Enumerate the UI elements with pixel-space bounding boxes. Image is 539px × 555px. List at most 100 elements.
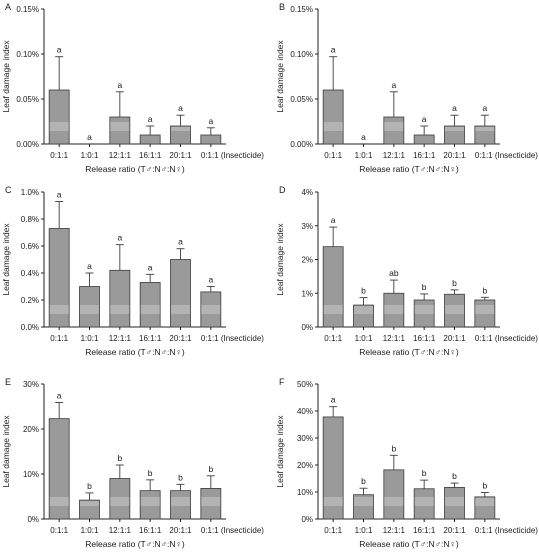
- bar: [109, 269, 131, 328]
- significance-letter: b: [87, 481, 92, 491]
- significance-letter: b: [117, 453, 122, 463]
- significance-letter: a: [57, 390, 62, 400]
- significance-letter: b: [422, 282, 427, 292]
- bar-band: [475, 127, 495, 131]
- x-tick-label: 20:1:1: [443, 151, 466, 160]
- y-axis-label: Leaf damage index: [1, 223, 11, 296]
- significance-letter: a: [361, 132, 366, 142]
- x-tick-label: 12:1:1: [383, 151, 406, 160]
- bar-band: [110, 305, 130, 314]
- panel-letter: B: [279, 2, 285, 12]
- significance-letter: b: [148, 468, 153, 478]
- x-tick-label: 16:1:1: [139, 526, 162, 535]
- significance-letter: b: [391, 443, 396, 453]
- bar-band: [201, 497, 221, 506]
- y-tick-label: 0.6%: [21, 242, 39, 251]
- x-tick-label: 1:0:1: [355, 526, 373, 535]
- x-tick-label: 0:1:1 (Insecticide): [201, 526, 264, 535]
- x-tick-label: 12:1:1: [109, 526, 132, 535]
- y-tick-label: 30%: [297, 434, 313, 443]
- panel-letter: F: [279, 377, 285, 387]
- significance-letter: a: [452, 103, 457, 113]
- x-tick-label: 0:1:1: [324, 151, 342, 160]
- x-tick-label: 16:1:1: [413, 151, 436, 160]
- significance-letter: b: [208, 464, 213, 474]
- bar-band: [445, 305, 464, 314]
- significance-letter: a: [331, 395, 336, 405]
- x-tick-label: 12:1:1: [383, 526, 406, 535]
- x-axis-label: Release ratio (T♂:N♂:N♀): [85, 164, 185, 174]
- x-tick-label: 20:1:1: [443, 334, 466, 343]
- bar-band: [354, 306, 373, 314]
- x-tick-label: 0:1:1: [50, 526, 68, 535]
- bar-band: [49, 497, 69, 506]
- y-axis-label: Leaf damage index: [275, 415, 285, 488]
- x-axis-label: Release ratio (T♂:N♂:N♀): [359, 347, 459, 357]
- bar-band: [49, 122, 69, 131]
- y-tick-label: 1.0%: [21, 188, 39, 197]
- panel-letter: C: [5, 185, 12, 195]
- bar: [139, 134, 161, 145]
- bar: [48, 89, 70, 145]
- y-tick-label: 0%: [301, 515, 313, 524]
- bar-band: [323, 305, 343, 314]
- x-axis-label: Release ratio (T♂:N♂:N♀): [85, 347, 185, 357]
- bar-band: [80, 305, 99, 314]
- x-tick-label: 12:1:1: [109, 151, 132, 160]
- x-tick-label: 0:1:1: [50, 151, 68, 160]
- y-tick-label: 0%: [27, 515, 39, 524]
- bar-band: [49, 305, 69, 314]
- x-tick-label: 1:0:1: [355, 334, 373, 343]
- bar-band: [140, 305, 160, 314]
- x-axis-label: Release ratio (T♂:N♂:N♀): [359, 539, 459, 549]
- significance-letter: b: [482, 481, 487, 491]
- x-tick-label: 16:1:1: [139, 151, 162, 160]
- significance-letter: a: [117, 233, 122, 243]
- x-tick-label: 20:1:1: [169, 334, 192, 343]
- x-tick-label: 20:1:1: [169, 151, 192, 160]
- bar: [383, 469, 405, 520]
- y-tick-label: 30%: [23, 380, 39, 389]
- significance-letter: b: [422, 468, 427, 478]
- y-tick-label: 0.10%: [290, 50, 313, 59]
- bar-band: [323, 497, 343, 506]
- y-axis-label: Leaf damage index: [1, 415, 11, 488]
- x-tick-label: 0:1:1 (Insecticide): [201, 151, 264, 160]
- bar-band: [171, 497, 190, 506]
- bar-band: [475, 497, 495, 506]
- bar: [200, 134, 222, 145]
- panel-letter: D: [279, 185, 286, 195]
- bar-band: [171, 127, 190, 131]
- y-tick-label: 3%: [301, 222, 313, 231]
- x-tick-label: 20:1:1: [169, 526, 192, 535]
- y-tick-label: 0.4%: [21, 269, 39, 278]
- significance-letter: b: [361, 286, 366, 296]
- significance-letter: a: [57, 189, 62, 199]
- bar-band: [354, 497, 373, 506]
- y-tick-label: 0.2%: [21, 296, 39, 305]
- significance-letter: a: [422, 114, 427, 124]
- bar: [413, 134, 435, 145]
- significance-letter: b: [361, 476, 366, 486]
- significance-letter: a: [87, 261, 92, 271]
- y-tick-label: 0.15%: [290, 5, 313, 14]
- significance-letter: a: [331, 215, 336, 225]
- y-tick-label: 40%: [297, 407, 313, 416]
- y-tick-label: 0.8%: [21, 215, 39, 224]
- bar: [322, 246, 344, 328]
- x-tick-label: 16:1:1: [413, 334, 436, 343]
- bar-band: [384, 122, 404, 131]
- y-tick-label: 0.05%: [16, 95, 39, 104]
- significance-letter: a: [87, 132, 92, 142]
- bar-band: [140, 497, 160, 506]
- x-tick-label: 1:0:1: [81, 151, 99, 160]
- y-axis-label: Leaf damage index: [275, 40, 285, 113]
- x-tick-label: 0:1:1: [50, 334, 68, 343]
- x-axis-label: Release ratio (T♂:N♂:N♀): [85, 539, 185, 549]
- x-axis-label: Release ratio (T♂:N♂:N♀): [359, 164, 459, 174]
- x-tick-label: 1:0:1: [355, 151, 373, 160]
- bar-band: [110, 122, 130, 131]
- x-tick-label: 1:0:1: [81, 334, 99, 343]
- y-tick-label: 0.00%: [290, 140, 313, 149]
